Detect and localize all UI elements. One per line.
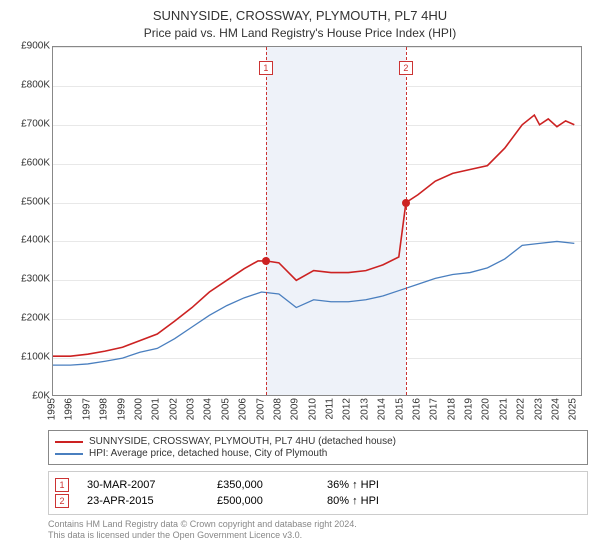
chart-subtitle: Price paid vs. HM Land Registry's House … [10, 26, 590, 40]
y-tick-label: £700K [21, 118, 50, 129]
x-tick-label: 2003 [186, 398, 197, 420]
x-tick-label: 2025 [568, 398, 579, 420]
x-tick-label: 2006 [238, 398, 249, 420]
sale-date-2: 23-APR-2015 [87, 495, 217, 507]
x-tick-label: 2002 [168, 398, 179, 420]
y-tick-label: £800K [21, 79, 50, 90]
y-tick-label: £900K [21, 41, 50, 52]
x-tick-label: 2012 [342, 398, 353, 420]
legend-swatch-hpi [55, 453, 83, 455]
legend-item-subject: SUNNYSIDE, CROSSWAY, PLYMOUTH, PL7 4HU (… [55, 436, 581, 447]
sale-dot [402, 199, 410, 207]
x-tick-label: 2022 [516, 398, 527, 420]
x-tick-label: 2009 [290, 398, 301, 420]
x-tick-label: 2014 [377, 398, 388, 420]
y-tick-label: £300K [21, 274, 50, 285]
y-tick-label: £400K [21, 235, 50, 246]
x-axis: 1995199619971998199920002001200220032004… [52, 398, 582, 426]
legend-box: SUNNYSIDE, CROSSWAY, PLYMOUTH, PL7 4HU (… [48, 430, 588, 465]
x-tick-label: 2008 [272, 398, 283, 420]
series-svg [53, 47, 582, 396]
y-tick-label: £200K [21, 313, 50, 324]
sale-marker-1: 1 [55, 478, 69, 492]
x-tick-label: 2010 [307, 398, 318, 420]
x-tick-label: 1999 [116, 398, 127, 420]
sale-price-1: £350,000 [217, 479, 327, 491]
sale-price-2: £500,000 [217, 495, 327, 507]
series-hpi [53, 241, 574, 365]
x-tick-label: 2020 [481, 398, 492, 420]
sales-table: 1 30-MAR-2007 £350,000 36% ↑ HPI 2 23-AP… [48, 471, 588, 515]
sale-delta-1: 36% ↑ HPI [327, 479, 467, 491]
y-axis: £0K£100K£200K£300K£400K£500K£600K£700K£8… [10, 46, 52, 396]
x-tick-label: 1998 [99, 398, 110, 420]
plot-region: 12 [52, 46, 582, 396]
y-tick-label: £100K [21, 352, 50, 363]
x-tick-label: 2017 [429, 398, 440, 420]
x-tick-label: 2019 [464, 398, 475, 420]
footnote-line-2: This data is licensed under the Open Gov… [48, 530, 590, 541]
x-tick-label: 2005 [220, 398, 231, 420]
footnote-line-1: Contains HM Land Registry data © Crown c… [48, 519, 590, 530]
chart-title: SUNNYSIDE, CROSSWAY, PLYMOUTH, PL7 4HU [10, 8, 590, 23]
legend-swatch-subject [55, 441, 83, 443]
x-tick-label: 2018 [446, 398, 457, 420]
y-tick-label: £500K [21, 196, 50, 207]
sale-delta-2: 80% ↑ HPI [327, 495, 467, 507]
sale-dot [262, 257, 270, 265]
sale-marker-box: 1 [259, 61, 273, 75]
x-tick-label: 2021 [498, 398, 509, 420]
x-tick-label: 2015 [394, 398, 405, 420]
legend-label-subject: SUNNYSIDE, CROSSWAY, PLYMOUTH, PL7 4HU (… [89, 436, 396, 447]
x-tick-label: 2007 [255, 398, 266, 420]
legend-label-hpi: HPI: Average price, detached house, City… [89, 448, 327, 459]
legend-item-hpi: HPI: Average price, detached house, City… [55, 448, 581, 459]
sale-marker-2: 2 [55, 494, 69, 508]
x-tick-label: 2016 [411, 398, 422, 420]
x-tick-label: 2001 [151, 398, 162, 420]
x-tick-label: 1995 [47, 398, 58, 420]
x-tick-label: 2024 [550, 398, 561, 420]
sale-vline [266, 47, 267, 395]
x-tick-label: 2013 [359, 398, 370, 420]
x-tick-label: 2011 [325, 398, 336, 420]
sale-marker-box: 2 [399, 61, 413, 75]
x-tick-label: 1996 [64, 398, 75, 420]
series-subject [53, 115, 574, 356]
x-tick-label: 2004 [203, 398, 214, 420]
sale-row-2: 2 23-APR-2015 £500,000 80% ↑ HPI [55, 494, 581, 508]
x-tick-label: 2000 [133, 398, 144, 420]
x-tick-label: 1997 [81, 398, 92, 420]
y-tick-label: £600K [21, 157, 50, 168]
x-tick-label: 2023 [533, 398, 544, 420]
sale-date-1: 30-MAR-2007 [87, 479, 217, 491]
sale-vline [406, 47, 407, 395]
chart-area: £0K£100K£200K£300K£400K£500K£600K£700K£8… [10, 46, 590, 426]
sale-row-1: 1 30-MAR-2007 £350,000 36% ↑ HPI [55, 478, 581, 492]
footnote: Contains HM Land Registry data © Crown c… [48, 519, 590, 542]
